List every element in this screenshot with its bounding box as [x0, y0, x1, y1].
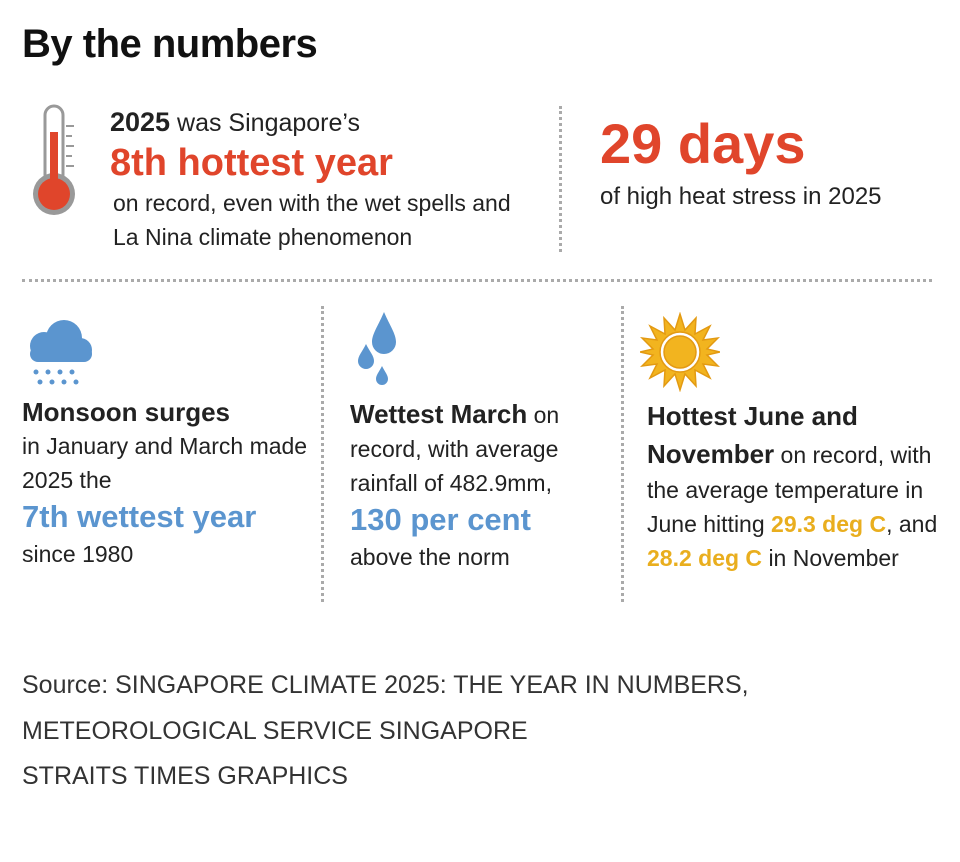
lead: was Singapore’s — [177, 109, 361, 137]
sun-icon — [640, 312, 720, 392]
divider — [321, 306, 324, 602]
body: on record, even with the wet spells and … — [113, 190, 511, 250]
drops-icon — [358, 312, 396, 385]
heading: Wettest March — [350, 399, 528, 429]
heading: Monsoon surges — [22, 397, 231, 427]
tail: above the norm — [350, 544, 510, 570]
rain-icon — [30, 320, 92, 385]
march-block: Wettest March on record, with average ra… — [350, 397, 612, 574]
divider — [559, 106, 562, 252]
divider — [621, 306, 624, 602]
highlight: 7th wettest year — [22, 499, 257, 534]
lead-bold: 2025 — [110, 107, 171, 137]
heading: Hottest June and November — [647, 401, 858, 469]
heat-stress-block: 29 days of high heat stress in 2025 — [600, 108, 940, 214]
tail: in November — [768, 545, 899, 571]
highlight: 28.2 deg C — [647, 545, 763, 571]
monsoon-block: Monsoon surges in January and March made… — [22, 395, 312, 571]
heat-block: Hottest June and November on record, wit… — [647, 397, 947, 575]
highlight: 130 per cent — [350, 502, 531, 537]
body: on record, with the average temperature … — [647, 442, 932, 537]
highlight: 8th hottest year — [110, 142, 393, 184]
divider — [22, 279, 932, 282]
hottest-year-block: 2025 was Singapore’s 8th hottest year on… — [110, 105, 540, 254]
thermometer-icon — [33, 104, 75, 215]
credit: STRAITS TIMES GRAPHICS — [22, 762, 348, 790]
body: on record, with average rainfall of 482.… — [350, 402, 560, 496]
source-line: METEOROLOGICAL SERVICE SINGAPORE — [22, 717, 528, 745]
highlight: 29 days — [600, 112, 806, 175]
source-line: Source: SINGAPORE CLIMATE 2025: THE YEAR… — [22, 671, 749, 699]
mid: , and — [886, 511, 938, 537]
tail: since 1980 — [22, 541, 134, 567]
highlight: 29.3 deg C — [771, 511, 887, 537]
title: By the numbers — [22, 22, 318, 66]
body: in January and March made 2025 the — [22, 433, 308, 493]
body: of high heat stress in 2025 — [600, 183, 882, 210]
source: Source: SINGAPORE CLIMATE 2025: THE YEAR… — [22, 662, 749, 754]
